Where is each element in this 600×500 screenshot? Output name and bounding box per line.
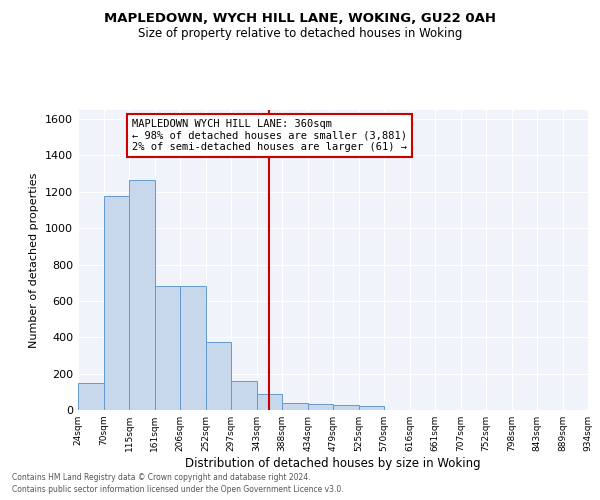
Text: Size of property relative to detached houses in Woking: Size of property relative to detached ho… [138, 28, 462, 40]
X-axis label: Distribution of detached houses by size in Woking: Distribution of detached houses by size … [185, 457, 481, 470]
Bar [231, 381, 257, 410]
Text: Contains public sector information licensed under the Open Government Licence v3: Contains public sector information licen… [12, 485, 344, 494]
Bar [206, 342, 231, 410]
Bar [282, 402, 308, 410]
Bar [308, 404, 333, 410]
Bar [180, 286, 206, 410]
Text: MAPLEDOWN WYCH HILL LANE: 360sqm
← 98% of detached houses are smaller (3,881)
2%: MAPLEDOWN WYCH HILL LANE: 360sqm ← 98% o… [132, 119, 407, 152]
Bar [104, 196, 129, 410]
Bar [333, 406, 359, 410]
Bar [78, 382, 104, 410]
Bar [359, 406, 384, 410]
Bar [129, 180, 155, 410]
Bar [257, 394, 282, 410]
Bar [155, 286, 180, 410]
Text: MAPLEDOWN, WYCH HILL LANE, WOKING, GU22 0AH: MAPLEDOWN, WYCH HILL LANE, WOKING, GU22 … [104, 12, 496, 26]
Text: Contains HM Land Registry data © Crown copyright and database right 2024.: Contains HM Land Registry data © Crown c… [12, 474, 311, 482]
Y-axis label: Number of detached properties: Number of detached properties [29, 172, 40, 348]
